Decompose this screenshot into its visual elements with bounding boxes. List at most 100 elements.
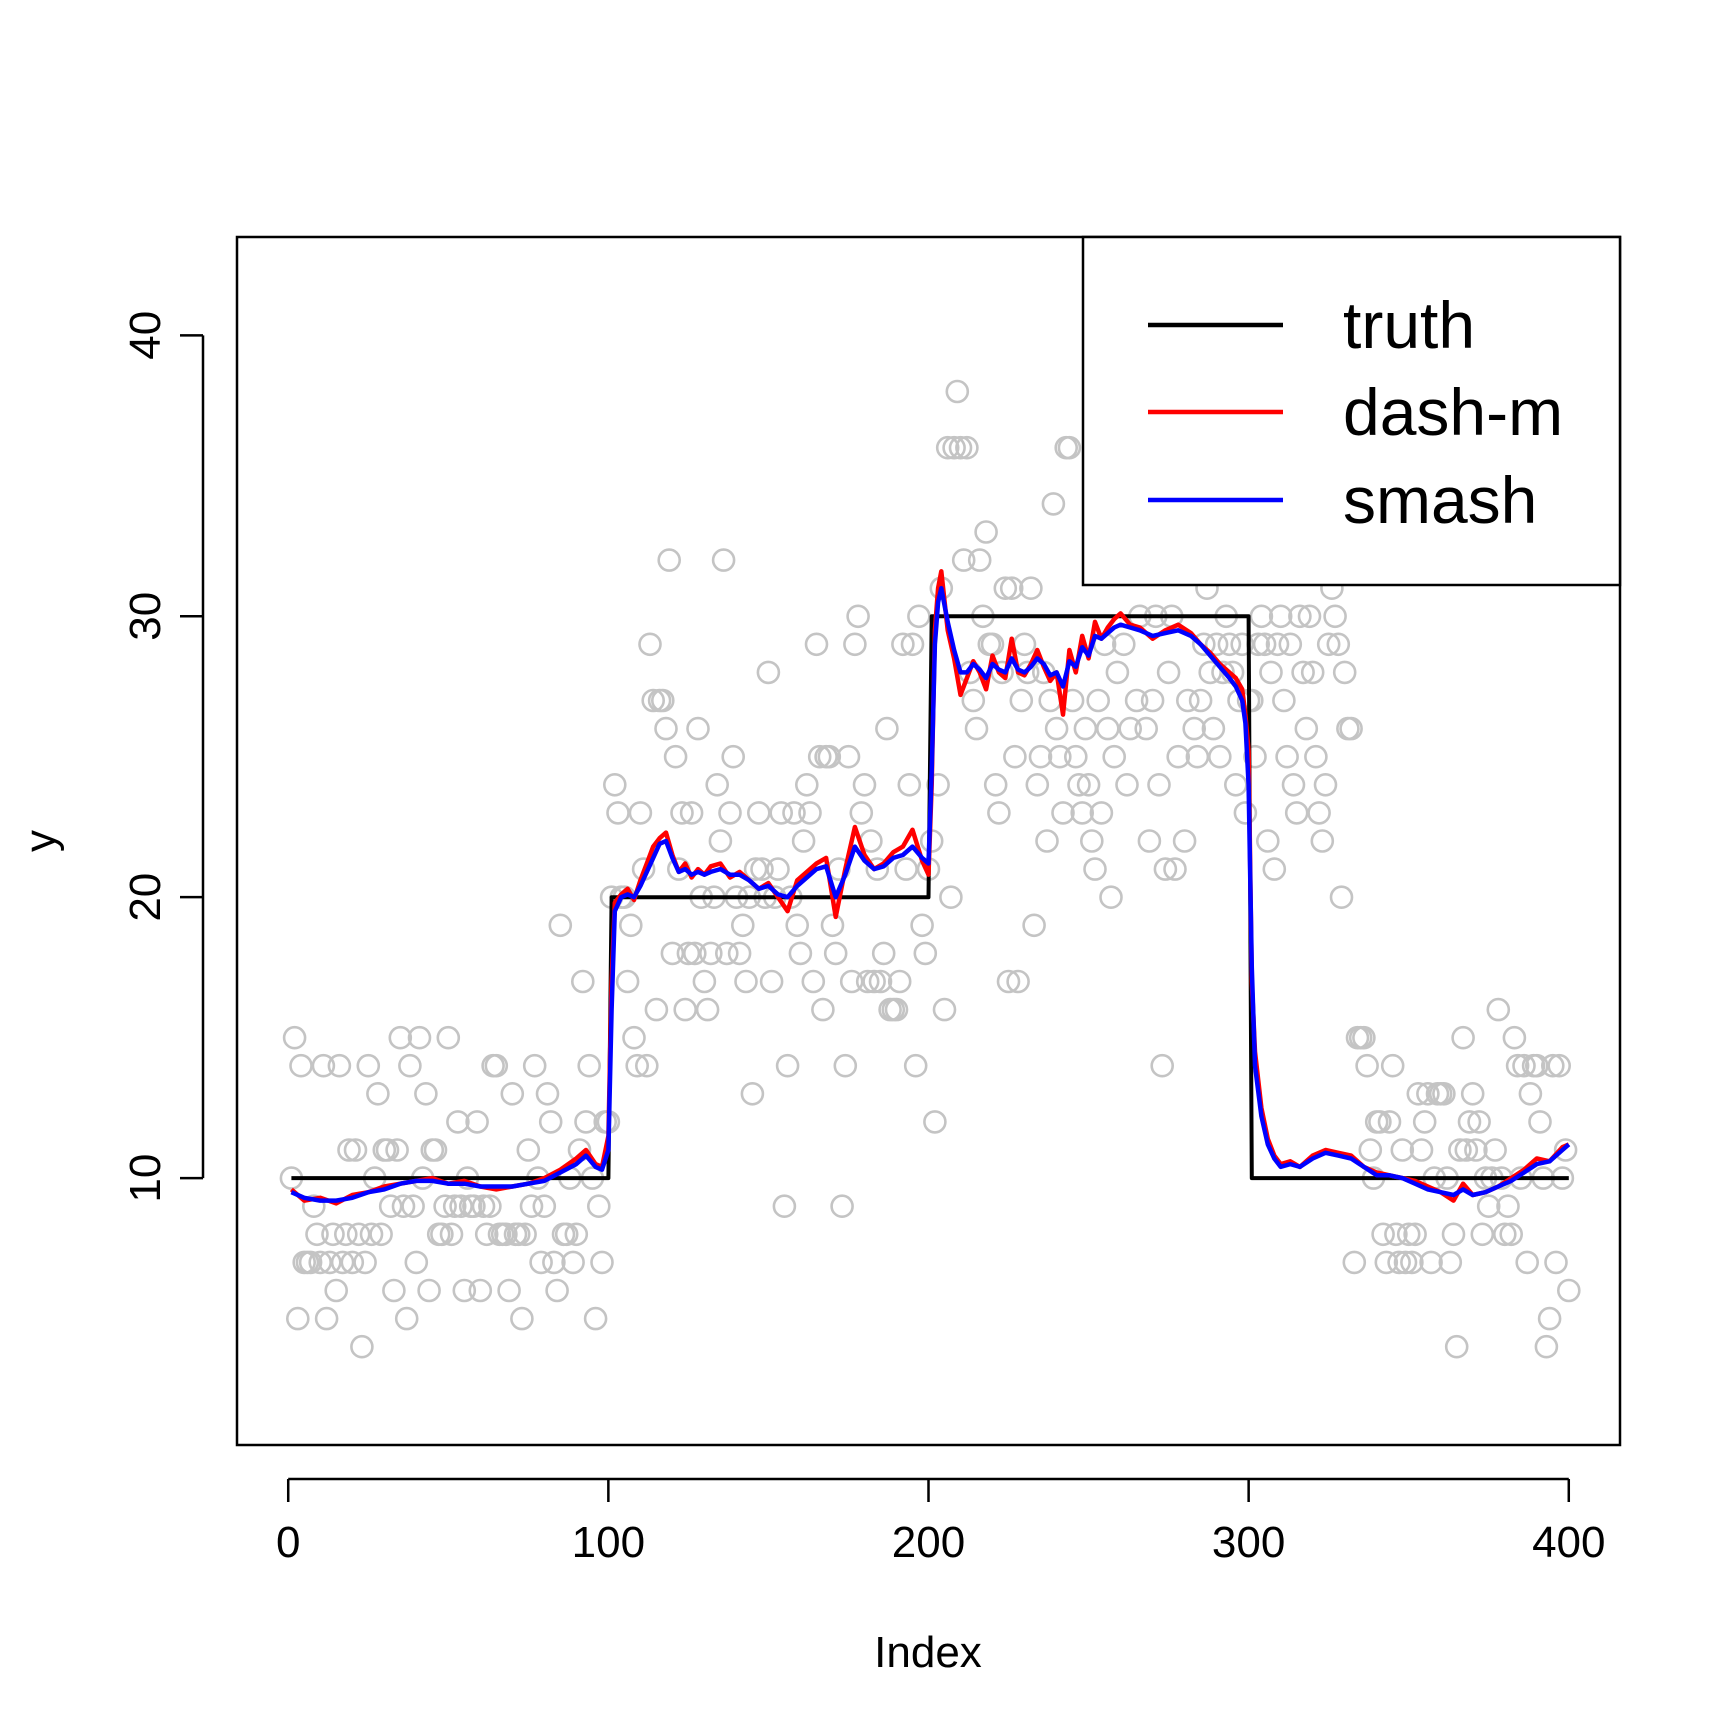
- data-point: [1019, 576, 1043, 601]
- data-point: [1547, 1053, 1571, 1078]
- x-tick-label: 200: [892, 1518, 965, 1567]
- data-point: [708, 829, 733, 853]
- data-point: [756, 660, 781, 685]
- data-point: [833, 1053, 858, 1078]
- data-point: [1182, 716, 1206, 741]
- data-point: [1067, 772, 1091, 797]
- data-point: [497, 1278, 521, 1303]
- data-point: [935, 435, 960, 460]
- data-point: [378, 1194, 403, 1218]
- data-point: [727, 941, 752, 966]
- data-point: [359, 1222, 384, 1247]
- data-point: [967, 548, 992, 572]
- data-point: [1256, 829, 1280, 853]
- data-point: [1083, 857, 1107, 881]
- data-point: [510, 1306, 534, 1331]
- data-point: [887, 969, 912, 994]
- data-point: [638, 632, 662, 657]
- data-point: [1153, 857, 1178, 881]
- data-point: [1044, 716, 1069, 741]
- data-point: [660, 941, 685, 966]
- data-point: [884, 997, 909, 1022]
- data-point: [807, 744, 832, 769]
- data-point: [1115, 772, 1139, 797]
- data-point: [1057, 435, 1082, 460]
- data-point: [465, 1110, 489, 1134]
- data-point: [564, 1222, 589, 1247]
- data-point: [1368, 1110, 1392, 1134]
- legend-label-smash: smash: [1343, 463, 1537, 537]
- data-point: [317, 1250, 342, 1275]
- data-point: [791, 829, 816, 853]
- data-point: [836, 744, 861, 769]
- data-point: [1211, 660, 1235, 685]
- data-point: [1243, 744, 1267, 769]
- y-axis-label: y: [16, 830, 65, 852]
- data-point: [1486, 997, 1511, 1022]
- data-point: [1252, 632, 1277, 657]
- data-point: [1512, 1053, 1536, 1078]
- data-point: [670, 801, 694, 825]
- data-point: [1166, 744, 1190, 769]
- data-point: [1233, 801, 1258, 825]
- data-point: [1307, 801, 1331, 825]
- data-point: [484, 1053, 509, 1078]
- data-point: [1326, 632, 1351, 657]
- data-point: [404, 1250, 429, 1275]
- data-point: [1403, 1222, 1427, 1247]
- data-point: [1464, 1138, 1488, 1162]
- data-point: [993, 576, 1018, 601]
- data-point: [1124, 688, 1149, 713]
- data-point: [1147, 772, 1171, 797]
- data-point: [1265, 632, 1290, 657]
- data-point: [1467, 1110, 1491, 1134]
- data-point: [1022, 913, 1046, 938]
- data-point: [1400, 1250, 1424, 1275]
- data-point: [1163, 857, 1187, 881]
- series-lines: [289, 569, 1571, 1206]
- data-point: [1432, 1082, 1456, 1106]
- data-point: [1438, 1250, 1463, 1275]
- data-point: [353, 1250, 377, 1275]
- data-point: [788, 941, 813, 966]
- data-point: [1172, 829, 1197, 853]
- data-point: [855, 969, 880, 994]
- data-point: [913, 941, 938, 966]
- data-point: [1262, 857, 1287, 881]
- data-point: [910, 913, 934, 938]
- y-tick-label: 20: [121, 873, 170, 922]
- data-point: [698, 941, 723, 966]
- data-point: [449, 1194, 473, 1218]
- data-point: [535, 1082, 560, 1106]
- data-point: [478, 1194, 502, 1218]
- data-point: [1358, 1138, 1383, 1162]
- data-point: [1496, 1194, 1520, 1218]
- data-point: [1003, 744, 1027, 769]
- data-point: [1035, 829, 1059, 853]
- data-point: [750, 857, 774, 881]
- data-point: [586, 1194, 611, 1218]
- data-point: [1470, 1222, 1495, 1247]
- data-point: [462, 1194, 486, 1218]
- data-point: [1300, 660, 1325, 685]
- data-point: [862, 969, 886, 994]
- data-point: [811, 997, 835, 1022]
- data-point: [948, 435, 973, 460]
- data-point: [1204, 632, 1229, 657]
- data-point: [542, 1250, 566, 1275]
- data-point: [961, 688, 986, 713]
- data-point: [987, 801, 1011, 825]
- y-tick-label: 40: [121, 311, 170, 360]
- data-point: [574, 1110, 598, 1134]
- data-point: [1070, 801, 1094, 825]
- x-tick-label: 400: [1532, 1518, 1605, 1567]
- data-point: [714, 941, 739, 966]
- data-point: [398, 1053, 422, 1078]
- data-point: [891, 632, 915, 657]
- data-point: [1188, 688, 1213, 713]
- data-point: [570, 969, 595, 994]
- data-point: [1416, 1082, 1440, 1106]
- data-point: [1051, 801, 1075, 825]
- legend-label-truth: truth: [1343, 288, 1475, 362]
- data-point: [1412, 1110, 1437, 1134]
